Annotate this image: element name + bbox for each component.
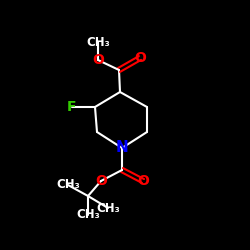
Text: O: O bbox=[92, 53, 104, 67]
Text: F: F bbox=[67, 100, 77, 114]
Text: CH₃: CH₃ bbox=[86, 36, 110, 49]
Text: O: O bbox=[137, 174, 149, 188]
Text: CH₃: CH₃ bbox=[56, 178, 80, 192]
Text: O: O bbox=[134, 51, 146, 65]
Text: CH₃: CH₃ bbox=[76, 208, 100, 222]
Text: O: O bbox=[95, 174, 107, 188]
Text: N: N bbox=[116, 140, 128, 156]
Text: CH₃: CH₃ bbox=[96, 202, 120, 214]
